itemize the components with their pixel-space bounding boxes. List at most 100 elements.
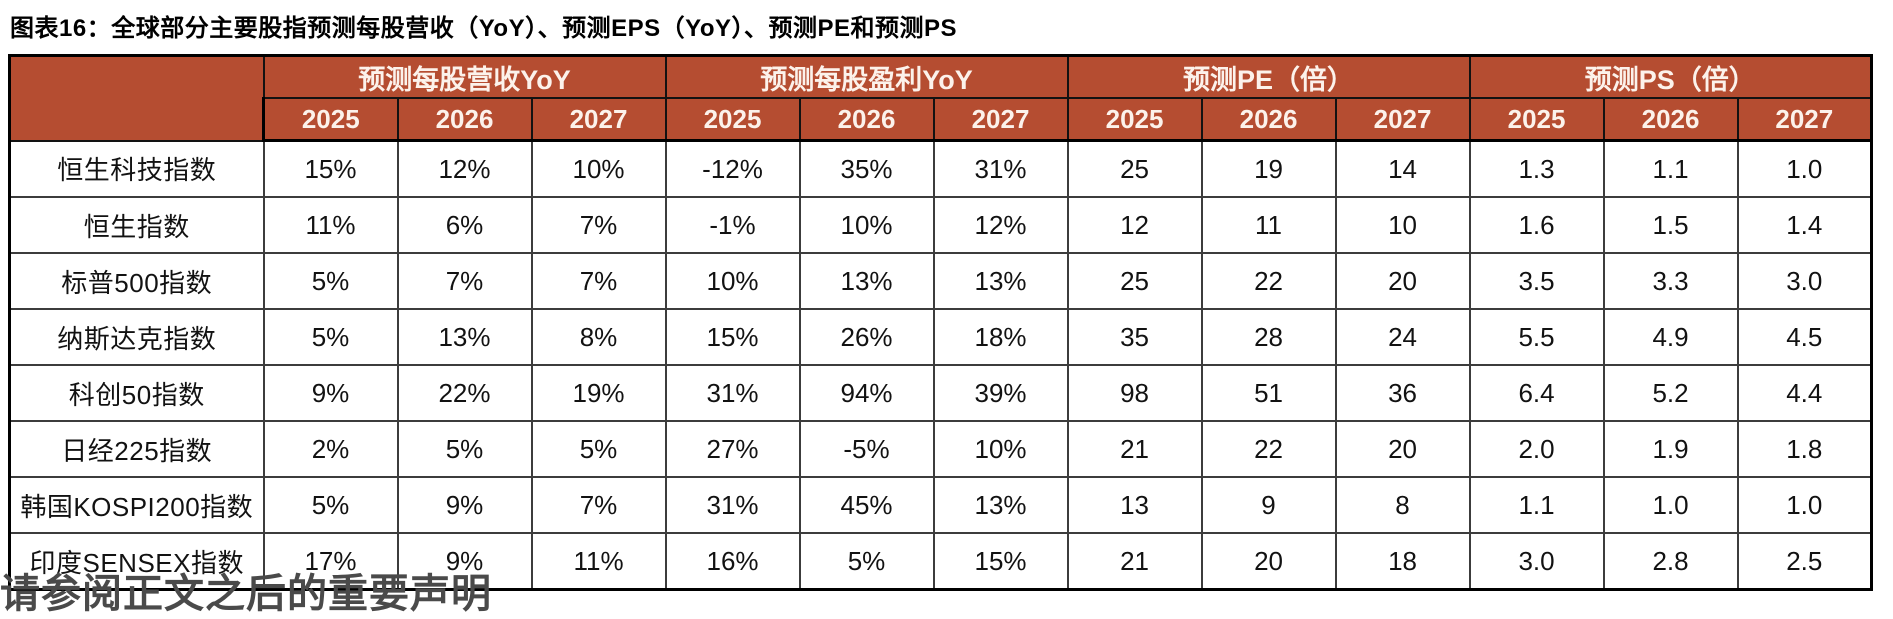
cell: 16% (664, 532, 801, 591)
cell: 15% (664, 308, 801, 366)
cell: 1.8 (1736, 420, 1874, 478)
cell: 12 (1066, 196, 1203, 254)
cell: 4.4 (1736, 364, 1874, 422)
cell: 19% (530, 364, 667, 422)
cell: 7% (530, 196, 667, 254)
cell: 1.0 (1736, 476, 1874, 534)
cell: 5.2 (1602, 364, 1739, 422)
cell: 5% (396, 420, 533, 478)
cell: 25 (1066, 252, 1203, 310)
cell: 1.5 (1602, 196, 1739, 254)
cell: 5% (262, 308, 399, 366)
cell: 1.0 (1736, 139, 1874, 198)
table-row: 韩国KOSPI200指数 5% 9% 7% 31% 45% 13% 13 9 8… (8, 476, 1874, 534)
cell: 13% (396, 308, 533, 366)
year-header: 2026 (1200, 97, 1337, 142)
cell: 10% (530, 139, 667, 198)
cell: 13% (932, 252, 1069, 310)
group-header-revenue-yoy: 预测每股营收YoY (262, 54, 667, 99)
year-header-row: 2025 2026 2027 2025 2026 2027 2025 2026 … (10, 97, 1874, 142)
cell: 3.0 (1736, 252, 1874, 310)
year-header: 2025 (664, 97, 801, 142)
cell: 9% (396, 476, 533, 534)
index-name: 标普500指数 (8, 252, 265, 310)
page-title: 图表16：全球部分主要股指预测每股营收（YoY）、预测EPS（YoY）、预测PE… (10, 15, 958, 42)
cell: 9% (262, 364, 399, 422)
cell: 98 (1066, 364, 1203, 422)
cell: 10% (798, 196, 935, 254)
cell: 17% (262, 532, 399, 591)
cell: 10% (932, 420, 1069, 478)
cell: 6% (396, 196, 533, 254)
cell: 94% (798, 364, 935, 422)
index-name: 纳斯达克指数 (8, 308, 265, 366)
cell: -5% (798, 420, 935, 478)
table-row: 日经225指数 2% 5% 5% 27% -5% 10% 21 22 20 2.… (8, 420, 1874, 478)
index-name: 科创50指数 (8, 364, 265, 422)
cell: -1% (664, 196, 801, 254)
cell: 5% (262, 476, 399, 534)
cell: 2.8 (1602, 532, 1739, 591)
cell: 18 (1334, 532, 1471, 591)
cell: 28 (1200, 308, 1337, 366)
cell: 13 (1066, 476, 1203, 534)
cell: 8 (1334, 476, 1471, 534)
cell: 51 (1200, 364, 1337, 422)
cell: 3.5 (1468, 252, 1605, 310)
index-name: 印度SENSEX指数 (8, 532, 265, 591)
cell: 9 (1200, 476, 1337, 534)
year-header: 2026 (798, 97, 935, 142)
cell: 6.4 (1468, 364, 1605, 422)
cell: 10% (664, 252, 801, 310)
cell: 2.0 (1468, 420, 1605, 478)
year-header: 2027 (1334, 97, 1471, 142)
cell: 22 (1200, 252, 1337, 310)
cell: 10 (1334, 196, 1471, 254)
cell: 39% (932, 364, 1069, 422)
cell: 25 (1066, 139, 1203, 198)
cell: 1.1 (1468, 476, 1605, 534)
year-header: 2025 (1468, 97, 1605, 142)
cell: 35% (798, 139, 935, 198)
cell: 8% (530, 308, 667, 366)
cell: 5% (530, 420, 667, 478)
cell: 31% (664, 476, 801, 534)
cell: 1.9 (1602, 420, 1739, 478)
year-header: 2027 (932, 97, 1069, 142)
cell: 24 (1334, 308, 1471, 366)
cell: 27% (664, 420, 801, 478)
cell: 7% (530, 252, 667, 310)
index-name: 日经225指数 (8, 420, 265, 478)
cell: 18% (932, 308, 1069, 366)
cell: 1.0 (1602, 476, 1739, 534)
cell: 5% (262, 252, 399, 310)
cell: 4.5 (1736, 308, 1874, 366)
cell: 13% (798, 252, 935, 310)
cell: 4.9 (1602, 308, 1739, 366)
cell: 1.3 (1468, 139, 1605, 198)
cell: 7% (530, 476, 667, 534)
cell: 3.3 (1602, 252, 1739, 310)
index-name: 恒生科技指数 (8, 139, 265, 198)
cell: 45% (798, 476, 935, 534)
year-header: 2027 (530, 97, 667, 142)
cell: 13% (932, 476, 1069, 534)
cell: 15% (932, 532, 1069, 591)
cell: 26% (798, 308, 935, 366)
year-header: 2025 (1066, 97, 1203, 142)
cell: 1.1 (1602, 139, 1739, 198)
cell: 31% (932, 139, 1069, 198)
index-column-header (8, 54, 265, 142)
year-header: 2026 (396, 97, 533, 142)
index-name: 韩国KOSPI200指数 (8, 476, 265, 534)
cell: 2.5 (1736, 532, 1874, 591)
cell: 5% (798, 532, 935, 591)
cell: 5.5 (1468, 308, 1605, 366)
cell: 14 (1334, 139, 1471, 198)
cell: 22 (1200, 420, 1337, 478)
cell: 11% (530, 532, 667, 591)
cell: 36 (1334, 364, 1471, 422)
cell: 21 (1066, 420, 1203, 478)
cell: 19 (1200, 139, 1337, 198)
table-row: 恒生科技指数 15% 12% 10% -12% 35% 31% 25 19 14… (8, 139, 1874, 198)
